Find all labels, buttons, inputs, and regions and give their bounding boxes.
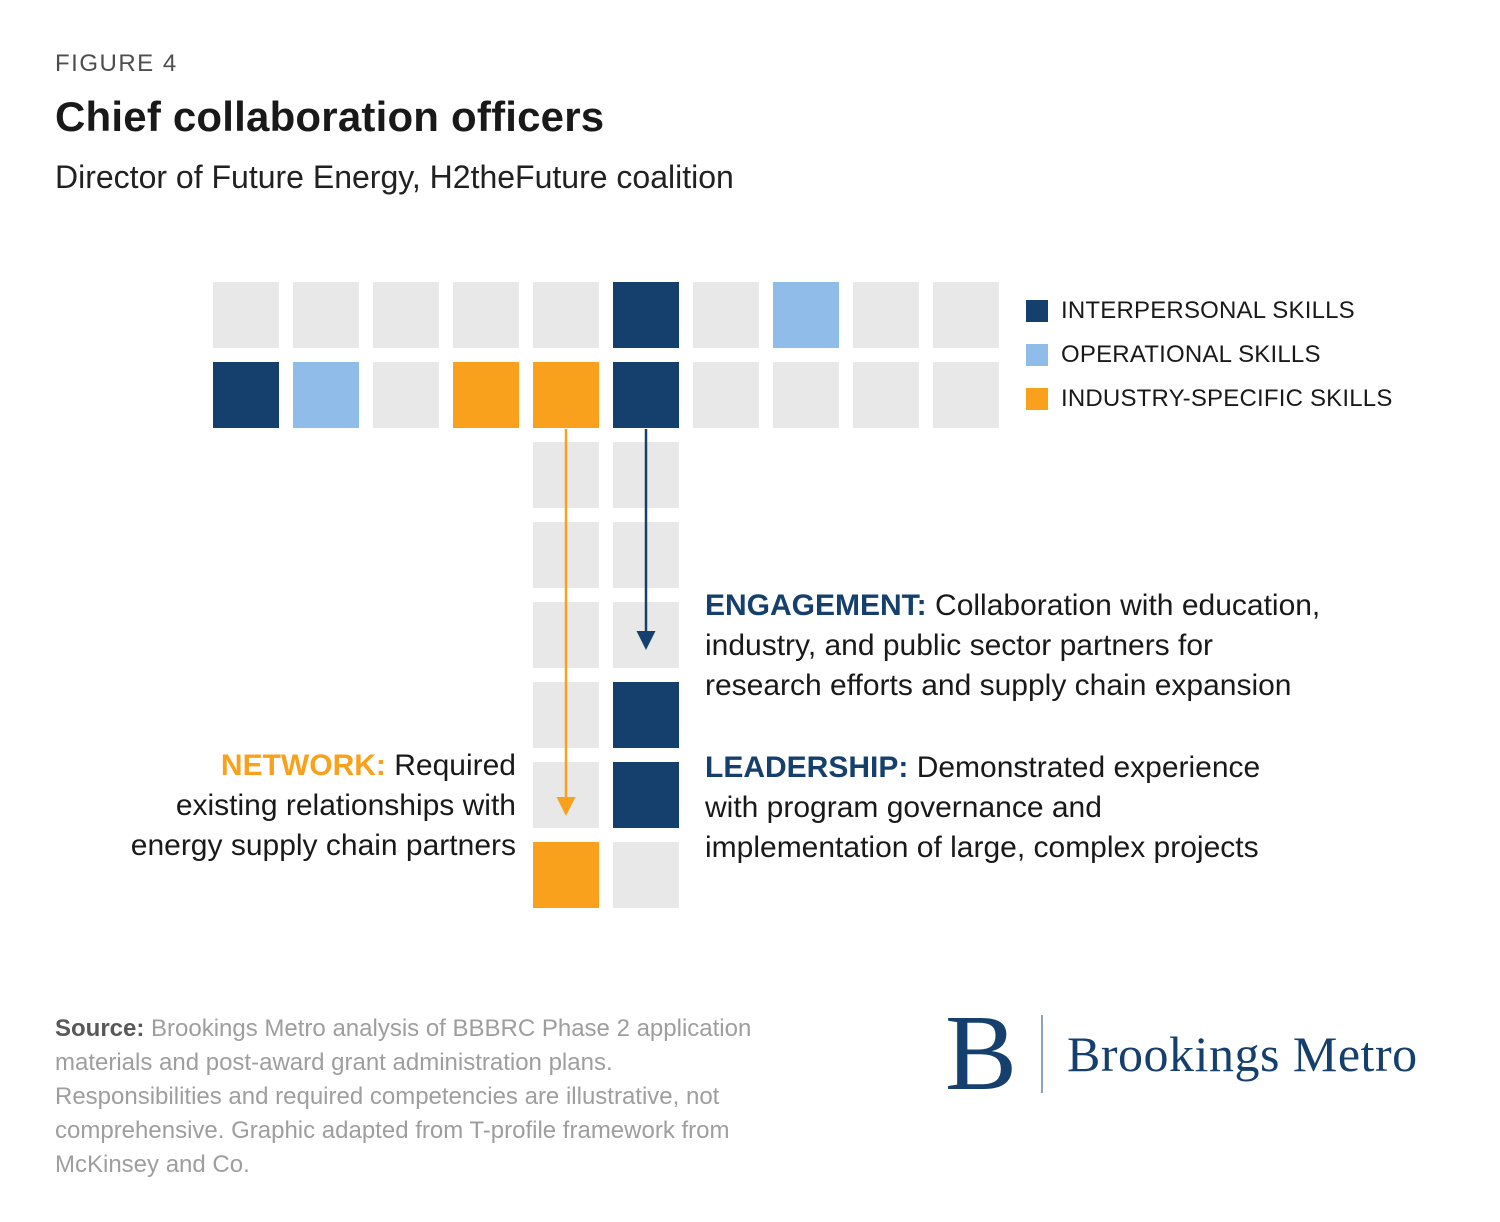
figure-title: Chief collaboration officers (55, 93, 605, 140)
source-text: Brookings Metro analysis of BBBRC Phase … (55, 1015, 752, 1178)
skill-cell-gray (773, 362, 839, 428)
network-label: NETWORK: (220, 749, 386, 782)
engagement-text: Collaboration with education, industry, … (705, 589, 1321, 702)
legend-label: INTERPERSONAL SKILLS (1061, 297, 1355, 324)
skill-cell-navy (613, 362, 679, 428)
skill-cell-gray (533, 602, 599, 668)
skill-cell-gray (693, 362, 759, 428)
skill-cell-gray (213, 282, 279, 348)
skill-cell-orange (453, 362, 519, 428)
skill-cell-gray (613, 442, 679, 508)
skill-cell-light_blue (773, 282, 839, 348)
skill-cell-gray (293, 282, 359, 348)
skill-cell-gray (853, 282, 919, 348)
source-note: Source: Brookings Metro analysis of BBBR… (55, 1012, 955, 1182)
skill-cell-gray (613, 602, 679, 668)
skill-cell-navy (213, 362, 279, 428)
skill-cell-navy (613, 682, 679, 748)
legend-label: INDUSTRY-SPECIFIC SKILLS (1061, 385, 1393, 412)
legend: INTERPERSONAL SKILLS OPERATIONAL SKILLS IN… (1026, 297, 1393, 429)
engagement-annotation: ENGAGEMENT: Collaboration with education… (705, 586, 1475, 706)
leadership-annotation: LEADERSHIP: Demonstrated experience with… (705, 748, 1475, 868)
logo-divider (1041, 1015, 1044, 1093)
brookings-metro-logo: B Brookings Metro (945, 1000, 1418, 1108)
skill-cell-gray (533, 522, 599, 588)
leadership-text: Demonstrated experience with program gov… (705, 751, 1261, 864)
skill-cell-gray (693, 282, 759, 348)
leadership-label: LEADERSHIP: (705, 751, 909, 784)
navy-swatch-icon (1026, 300, 1048, 322)
skill-cell-gray (933, 362, 999, 428)
skill-cell-gray (533, 282, 599, 348)
engagement-label: ENGAGEMENT: (705, 589, 927, 622)
skill-cell-gray (373, 362, 439, 428)
skill-cell-gray (613, 522, 679, 588)
skill-cell-gray (533, 682, 599, 748)
orange-swatch-icon (1026, 388, 1048, 410)
figure-subtitle: Director of Future Energy, H2theFuture c… (55, 159, 734, 195)
skill-cell-orange (533, 362, 599, 428)
skill-cell-gray (853, 362, 919, 428)
legend-label: OPERATIONAL SKILLS (1061, 341, 1321, 368)
skill-cell-orange (533, 842, 599, 908)
skill-cell-navy (613, 282, 679, 348)
legend-item: INTERPERSONAL SKILLS (1026, 297, 1393, 325)
skill-cell-gray (533, 442, 599, 508)
skill-cell-gray (533, 762, 599, 828)
skill-cell-navy (613, 762, 679, 828)
figure-header: FIGURE 4 Chief collaboration officers Di… (55, 50, 734, 196)
skill-cell-gray (373, 282, 439, 348)
skill-cell-gray (613, 842, 679, 908)
skill-cell-gray (933, 282, 999, 348)
network-text: Required existing relationships with ene… (130, 749, 516, 862)
network-annotation: NETWORK: Required existing relationships… (38, 746, 516, 866)
skill-cell-light_blue (293, 362, 359, 428)
logo-wordmark: Brookings Metro (1067, 1026, 1418, 1082)
source-label: Source: (55, 1015, 145, 1042)
legend-item: INDUSTRY-SPECIFIC SKILLS (1026, 385, 1393, 413)
light-blue-swatch-icon (1026, 344, 1048, 366)
skill-cell-gray (453, 282, 519, 348)
figure-eyebrow: FIGURE 4 (55, 50, 178, 77)
brookings-b-icon: B (945, 994, 1018, 1113)
legend-item: OPERATIONAL SKILLS (1026, 341, 1393, 369)
